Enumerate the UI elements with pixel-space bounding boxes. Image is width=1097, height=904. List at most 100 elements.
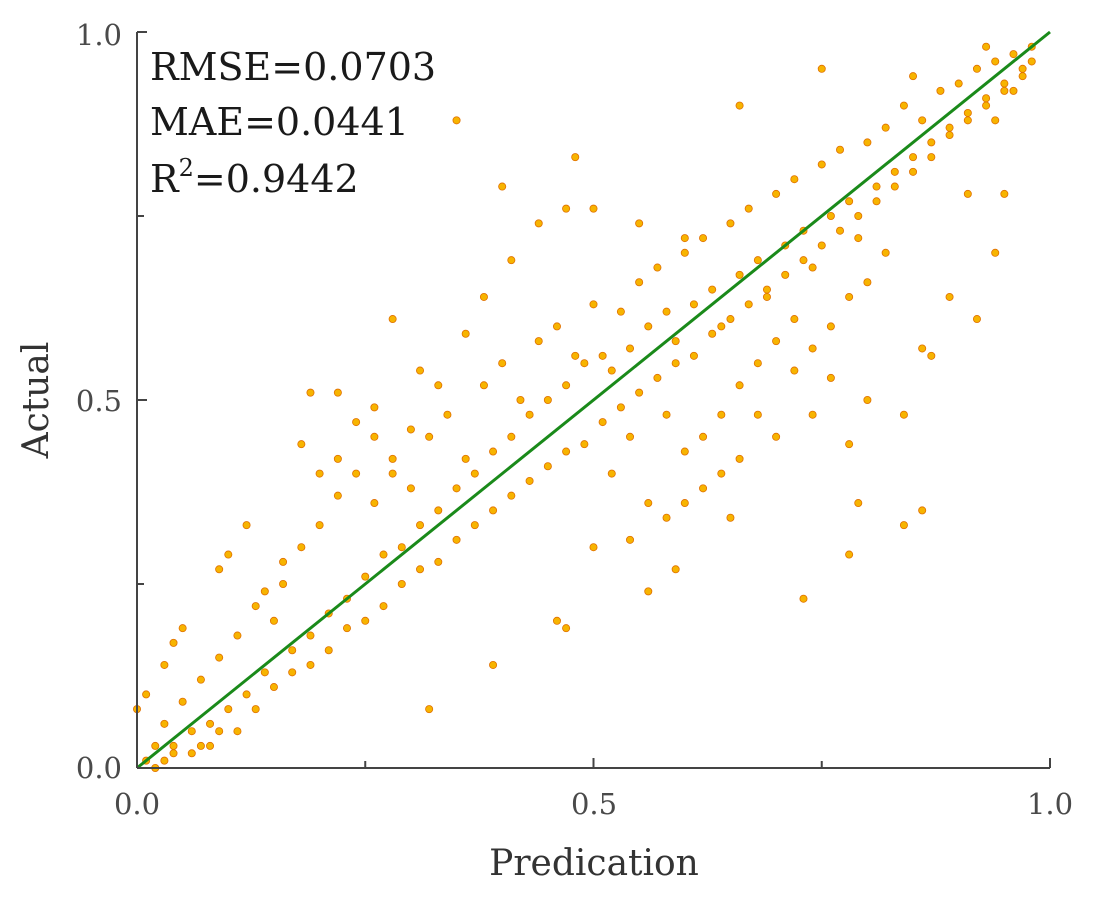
data-point <box>215 565 224 574</box>
data-point <box>434 381 443 390</box>
data-point <box>260 668 269 677</box>
data-point <box>653 373 662 382</box>
data-point <box>626 432 635 441</box>
data-point <box>452 535 461 544</box>
data-point <box>680 499 689 508</box>
data-point <box>306 660 315 669</box>
data-point <box>890 167 899 176</box>
data-point <box>735 381 744 390</box>
data-point <box>525 476 534 485</box>
data-point <box>817 160 826 169</box>
data-point <box>160 719 169 728</box>
data-point <box>1000 189 1009 198</box>
data-point <box>361 616 370 625</box>
data-point <box>726 315 735 324</box>
data-point <box>434 557 443 566</box>
data-point <box>699 484 708 493</box>
x-axis-title: Predication <box>489 843 699 884</box>
data-point <box>644 322 653 331</box>
data-point <box>662 307 671 316</box>
data-point <box>598 351 607 360</box>
data-point <box>872 182 881 191</box>
data-point <box>525 410 534 419</box>
data-point <box>808 410 817 419</box>
data-point <box>790 366 799 375</box>
data-point <box>991 248 1000 257</box>
data-point <box>662 410 671 419</box>
data-point <box>169 638 178 647</box>
data-point <box>498 359 507 368</box>
data-point <box>507 491 516 500</box>
data-point <box>826 373 835 382</box>
data-point <box>836 226 845 235</box>
data-point <box>909 72 918 81</box>
data-point <box>370 432 379 441</box>
r2-label: R2=0.9442 <box>150 154 359 201</box>
data-point <box>178 697 187 706</box>
data-point <box>215 653 224 662</box>
data-point <box>142 690 151 699</box>
data-point <box>717 469 726 478</box>
data-point <box>854 211 863 220</box>
data-point <box>899 521 908 530</box>
data-point <box>626 535 635 544</box>
data-point <box>352 469 361 478</box>
data-point <box>845 292 854 301</box>
data-point <box>452 116 461 125</box>
data-point <box>425 705 434 714</box>
data-point <box>589 204 598 213</box>
data-point <box>653 263 662 272</box>
data-point <box>644 499 653 508</box>
data-point <box>735 101 744 110</box>
data-point <box>972 315 981 324</box>
data-point <box>954 79 963 88</box>
data-point <box>927 351 936 360</box>
data-point <box>397 580 406 589</box>
data-point <box>982 42 991 51</box>
data-point <box>753 256 762 265</box>
data-point <box>315 469 324 478</box>
x-tick-label-0: 0.0 <box>114 787 160 821</box>
data-point <box>151 741 160 750</box>
data-point <box>333 454 342 463</box>
data-point <box>333 388 342 397</box>
data-point <box>233 727 242 736</box>
data-point <box>333 491 342 500</box>
data-point <box>699 234 708 243</box>
data-point <box>671 359 680 368</box>
data-point <box>297 543 306 552</box>
data-point <box>251 602 260 611</box>
data-point <box>982 101 991 110</box>
data-point <box>972 64 981 73</box>
data-point <box>918 116 927 125</box>
data-point <box>708 285 717 294</box>
data-point <box>552 322 561 331</box>
rmse-label: RMSE=0.0703 <box>150 45 436 89</box>
data-point <box>498 182 507 191</box>
data-point <box>288 668 297 677</box>
data-point <box>507 432 516 441</box>
data-point <box>379 602 388 611</box>
data-point <box>671 565 680 574</box>
data-point <box>461 454 470 463</box>
data-point <box>543 462 552 471</box>
data-point <box>251 705 260 714</box>
data-point <box>434 506 443 515</box>
data-point <box>516 395 525 404</box>
data-point <box>909 167 918 176</box>
data-point <box>854 234 863 243</box>
data-point <box>479 381 488 390</box>
data-point <box>242 690 251 699</box>
data-point <box>169 741 178 750</box>
data-point <box>890 182 899 191</box>
data-point <box>562 447 571 456</box>
data-point <box>826 322 835 331</box>
data-point <box>416 521 425 530</box>
data-point <box>224 550 233 559</box>
data-point <box>753 359 762 368</box>
data-point <box>616 403 625 412</box>
data-point <box>689 351 698 360</box>
data-point <box>845 197 854 206</box>
data-point <box>644 587 653 596</box>
data-point <box>562 381 571 390</box>
